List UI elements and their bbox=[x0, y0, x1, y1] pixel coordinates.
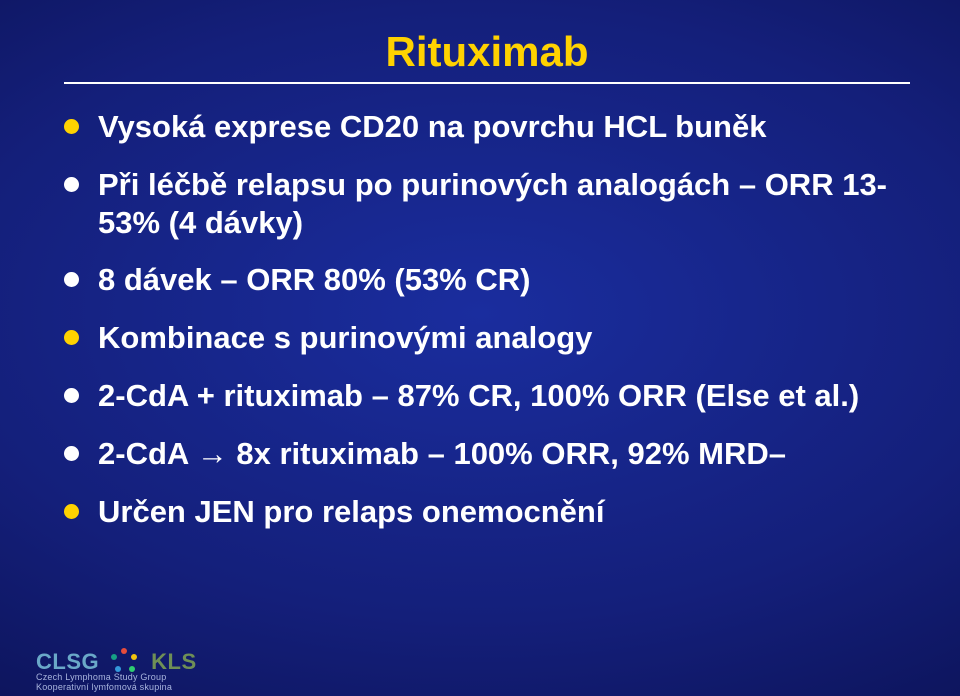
bullet-item: Kombinace s purinovými analogy bbox=[64, 319, 910, 357]
bullet-item: Při léčbě relapsu po purinových analogác… bbox=[64, 166, 910, 242]
bullet-item: 8 dávek – ORR 80% (53% CR) bbox=[64, 261, 910, 299]
bullet-item: Určen JEN pro relaps onemocnění bbox=[64, 493, 910, 531]
arrow-icon: → bbox=[197, 436, 228, 471]
bullet-list: Vysoká exprese CD20 na povrchu HCL buněk… bbox=[64, 108, 910, 531]
sub1: Czech Lymphoma Study Group bbox=[36, 672, 166, 682]
bullet-item: 2-CdA + rituximab – 87% CR, 100% ORR (El… bbox=[64, 377, 910, 415]
swirl-dot bbox=[131, 654, 137, 660]
footer-subline: Czech Lymphoma Study Group Kooperativní … bbox=[36, 672, 172, 692]
slide: Rituximab Vysoká exprese CD20 na povrchu… bbox=[0, 0, 960, 696]
swirl-dot bbox=[121, 648, 127, 654]
slide-title: Rituximab bbox=[64, 28, 910, 76]
title-underline bbox=[64, 82, 910, 84]
bullet-item: Vysoká exprese CD20 na povrchu HCL buněk bbox=[64, 108, 910, 146]
bullet-item: 2-CdA → 8x rituximab – 100% ORR, 92% MRD… bbox=[64, 435, 910, 473]
sub2: Kooperativní lymfomová skupina bbox=[36, 682, 172, 692]
swirl-dot bbox=[111, 654, 117, 660]
